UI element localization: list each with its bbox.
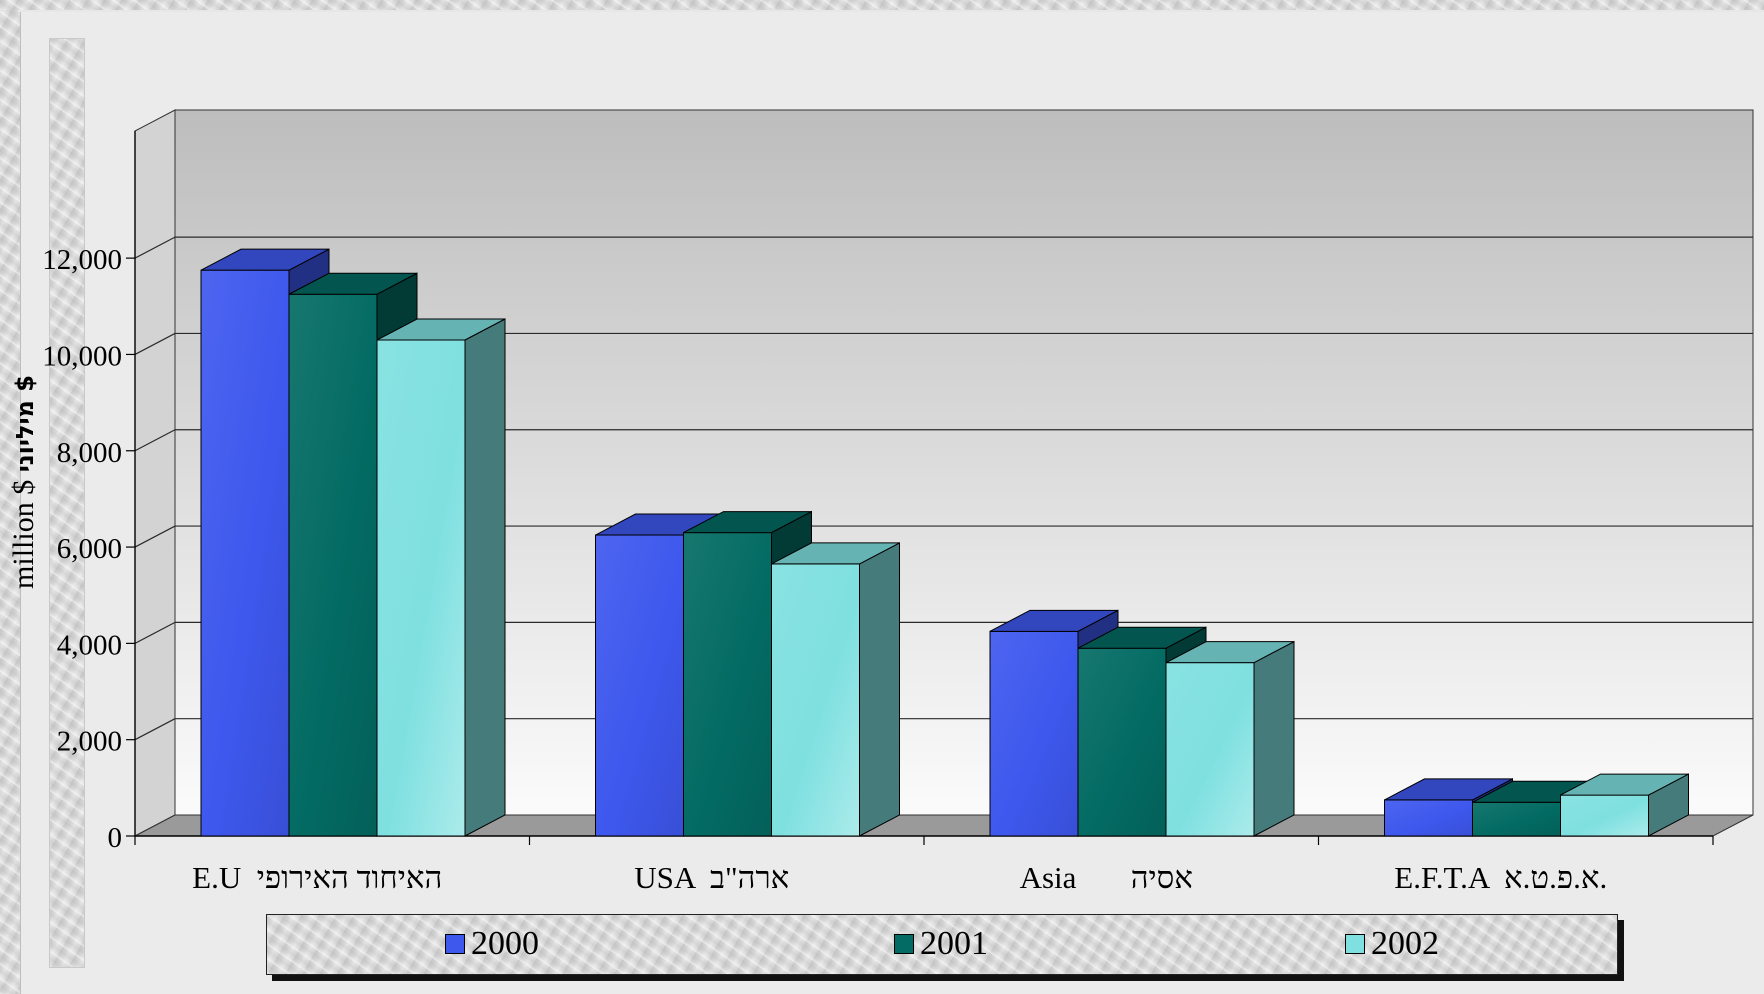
- bar-top: [1165, 641, 1295, 664]
- y-axis-label-hebrew: מיליוני $: [11, 375, 39, 473]
- bar: [595, 534, 684, 837]
- slide-top-band: [0, 0, 1764, 10]
- y-axis-decor-strip: [49, 38, 85, 968]
- bar: [1560, 794, 1649, 837]
- y-tick-label: 0: [108, 822, 123, 854]
- bar: [288, 293, 378, 837]
- y-tick-label: 10,000: [42, 340, 122, 372]
- bar-top: [1560, 773, 1689, 796]
- bar: [1384, 799, 1473, 837]
- bar-top: [1077, 626, 1207, 649]
- chart-legend: 2000 2001 2002: [266, 914, 1618, 975]
- x-tick-label: E.F.T.A א.פ.ט.א.: [1394, 860, 1607, 895]
- y-tick-label: 8,000: [57, 437, 122, 469]
- y-tick-label: 4,000: [57, 629, 122, 661]
- legend-swatch: [445, 934, 465, 954]
- y-tick-label: 2,000: [57, 726, 122, 758]
- bar: [989, 630, 1079, 837]
- bar: [1077, 647, 1167, 837]
- bar: [376, 339, 466, 837]
- legend-item: 2002: [1345, 925, 1439, 963]
- legend-swatch: [1345, 934, 1365, 954]
- legend-item: 2001: [894, 925, 988, 963]
- bar-top: [1384, 778, 1513, 801]
- legend-swatch: [894, 934, 914, 954]
- x-tick-label: E.U האיחוד האירופי: [192, 860, 442, 895]
- x-tick-label: Asia אסיה: [1020, 860, 1193, 895]
- bar-top: [200, 248, 330, 271]
- gridline-side: [134, 236, 176, 259]
- bar-top: [376, 318, 506, 341]
- bar: [683, 532, 772, 837]
- bar-top: [989, 609, 1119, 632]
- legend-item: 2000: [445, 925, 539, 963]
- gridline-side: [134, 429, 176, 452]
- bar-side: [464, 318, 506, 837]
- bar: [771, 563, 860, 837]
- bar-top: [771, 542, 900, 565]
- y-tick-label: 6,000: [57, 533, 122, 565]
- legend-label: 2002: [1371, 925, 1439, 962]
- gridline-side: [134, 525, 176, 548]
- legend-label: 2000: [471, 925, 539, 962]
- bar: [200, 269, 290, 837]
- bar: [1472, 801, 1561, 837]
- bar: [1165, 662, 1255, 837]
- gridline-side: [134, 718, 176, 741]
- legend-label: 2001: [920, 925, 988, 962]
- slide-left-edge: [0, 0, 20, 994]
- gridline-side: [134, 621, 176, 644]
- gridline-side: [134, 332, 176, 355]
- bar-side: [859, 542, 900, 837]
- bar-top: [683, 511, 812, 534]
- bar-top: [288, 272, 418, 295]
- bar-side: [1253, 640, 1295, 837]
- chart-side-wall: [134, 109, 176, 837]
- y-tick-label: 12,000: [42, 244, 122, 276]
- y-axis-label-main: million $: [7, 479, 40, 589]
- x-tick-label: USA ארה"ב: [634, 860, 789, 895]
